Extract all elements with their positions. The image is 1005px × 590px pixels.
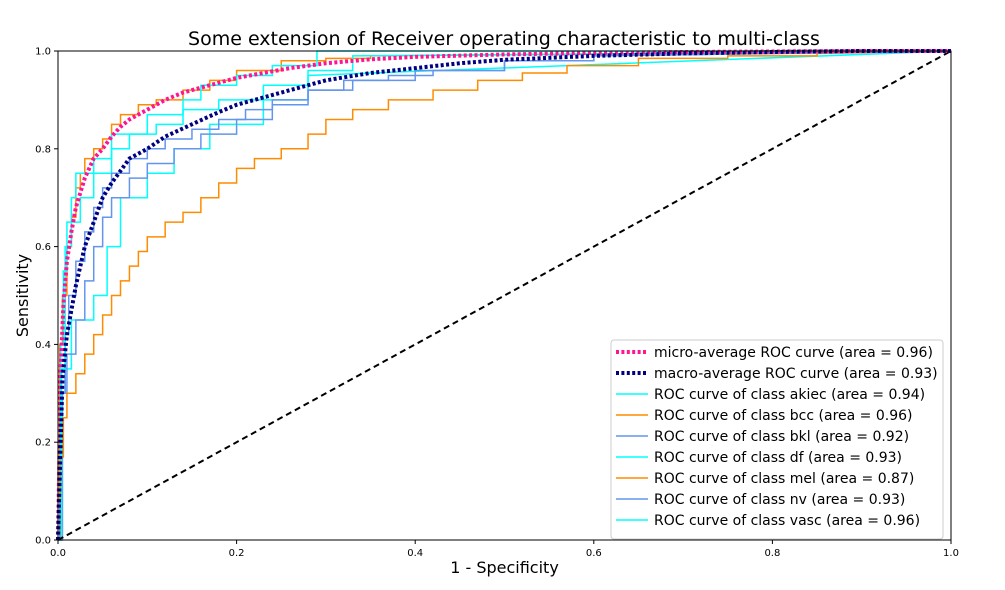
legend-label: ROC curve of class mel (area = 0.87) [654,471,914,487]
series-line-1 [56,49,951,541]
y-axis-label: Sensitivity [13,254,32,337]
legend-label: ROC curve of class bcc (area = 0.96) [654,408,912,424]
legend-label: ROC curve of class vasc (area = 0.96) [654,513,920,529]
y-tick-label: 0.0 [35,536,51,547]
y-tick-label: 0.8 [35,144,51,155]
x-axis: 0.0 0.2 0.4 0.6 0.8 1.0 [50,540,959,559]
legend-label: ROC curve of class akiec (area = 0.94) [654,387,925,403]
plot-frame [57,50,952,541]
legend-box [610,339,944,540]
chart-title: Some extension of Receiver operating cha… [188,28,820,50]
x-tick-label: 0.8 [764,548,780,559]
y-axis: 0.0 0.2 0.4 0.6 0.8 1.0 [35,47,58,547]
legend-label: micro-average ROC curve (area = 0.96) [654,345,933,361]
legend-label: ROC curve of class df (area = 0.93) [654,450,902,466]
legend-label: macro-average ROC curve (area = 0.93) [654,366,938,382]
y-tick-label: 0.4 [35,340,51,351]
legend-label: ROC curve of class bkl (area = 0.92) [654,429,909,445]
plot-area [56,49,952,541]
x-tick-label: 0.2 [229,548,245,559]
x-tick-label: 0.0 [50,548,66,559]
series-line-4 [58,50,952,541]
x-tick-label: 0.4 [407,548,423,559]
y-tick-label: 1.0 [35,47,51,58]
legend: micro-average ROC curve (area = 0.96) mac… [610,339,944,540]
series-line-8 [58,50,951,541]
legend-label: ROC curve of class nv (area = 0.93) [654,492,905,508]
series-line-6 [58,50,952,541]
x-axis-label: 1 - Specificity [450,558,559,577]
x-tick-label: 0.6 [586,548,602,559]
x-tick-label: 1.0 [943,548,959,559]
series-line-0 [56,49,951,541]
y-tick-label: 0.6 [35,242,51,253]
y-tick-label: 0.2 [35,438,51,449]
series-line-7 [58,50,952,541]
